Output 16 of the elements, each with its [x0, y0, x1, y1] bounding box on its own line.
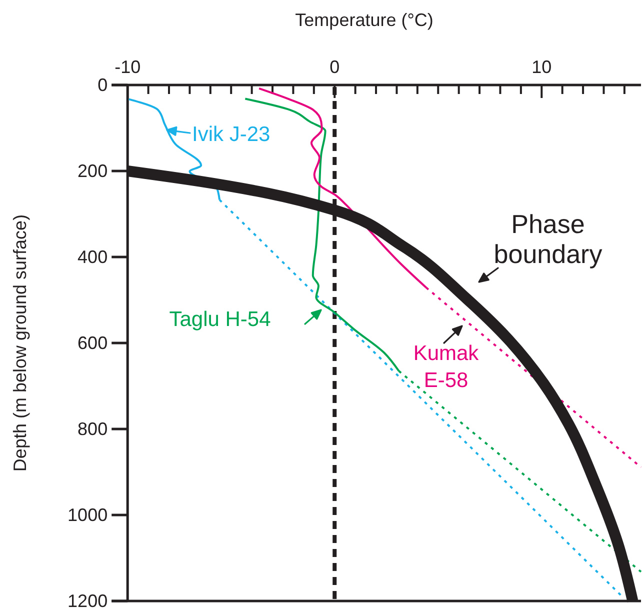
y-tick-label: 1200: [68, 591, 108, 611]
y-tick-label: 0: [98, 75, 108, 95]
y-axis-title: Depth (m below ground surface): [10, 214, 30, 472]
x-tick-label: 10: [532, 57, 552, 77]
y-tick-label: 1000: [68, 505, 108, 525]
y-tick-label: 200: [78, 161, 108, 181]
text: Kumak E-58: [413, 342, 480, 392]
y-tick-label: 600: [78, 333, 108, 353]
y-tick-label: 800: [78, 419, 108, 439]
text: Taglu H-54: [169, 308, 272, 331]
x-tick-label: 0: [330, 57, 340, 77]
x-axis-title: Temperature (°C): [295, 10, 434, 30]
legend-label: Ivik J-23: [192, 123, 270, 146]
series-label: Phase boundary: [494, 209, 602, 269]
x-tick-label: -10: [114, 57, 141, 77]
y-tick-label: 400: [78, 247, 108, 267]
